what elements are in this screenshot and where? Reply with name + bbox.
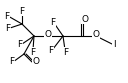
Text: O: O bbox=[45, 29, 51, 39]
Text: F: F bbox=[48, 45, 54, 55]
Text: F: F bbox=[30, 47, 36, 57]
Text: O: O bbox=[82, 15, 88, 23]
Text: O: O bbox=[33, 58, 40, 66]
Text: F: F bbox=[63, 47, 69, 57]
Text: F: F bbox=[4, 12, 10, 21]
Text: F: F bbox=[9, 58, 15, 66]
Text: F: F bbox=[5, 23, 11, 33]
Text: F: F bbox=[17, 40, 23, 48]
Text: O: O bbox=[93, 29, 99, 39]
Text: F: F bbox=[19, 6, 25, 16]
Text: I: I bbox=[113, 40, 115, 48]
Text: F: F bbox=[50, 18, 56, 26]
